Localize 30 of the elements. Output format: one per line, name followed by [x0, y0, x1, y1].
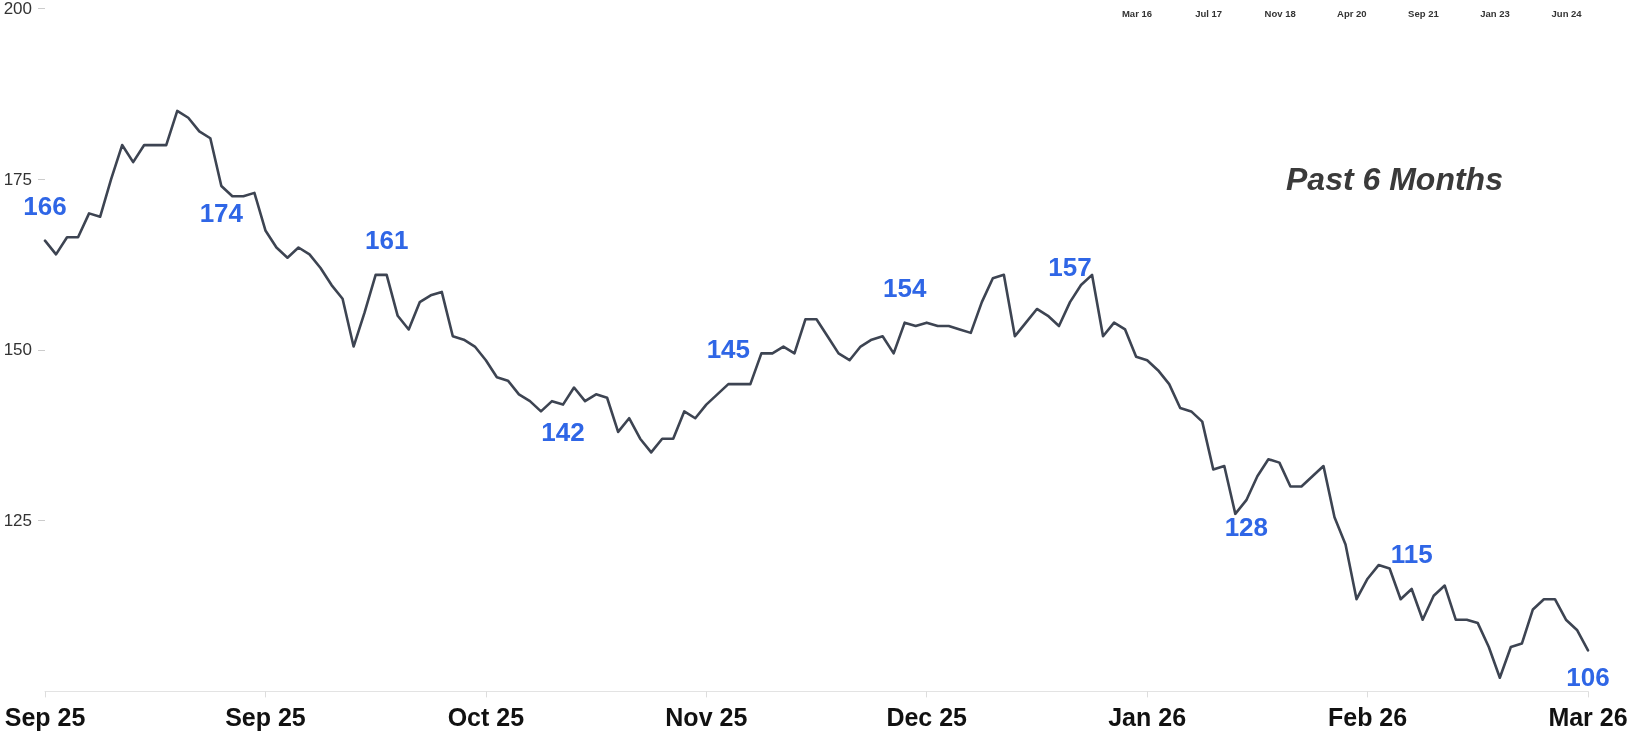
- annotation: Mar 16: [1121, 7, 1153, 19]
- x-tick-label: Nov 25: [665, 702, 748, 731]
- y-tick-label: 175: [3, 169, 32, 189]
- text: Past 6 Months: [1286, 161, 1503, 197]
- x-tick-label: Jan 26: [1108, 702, 1187, 731]
- annotation: Jan 23: [1480, 7, 1510, 19]
- x-tick-label: Sep 25: [225, 702, 306, 731]
- data-label: 142: [541, 416, 585, 447]
- y-tick-label: 150: [3, 340, 32, 360]
- x-tick-label: Dec 25: [886, 702, 968, 731]
- annotation: Jul 17: [1195, 7, 1223, 19]
- x-tick-label: Mar 26: [1548, 702, 1628, 731]
- annotation: Sep 21: [1408, 7, 1440, 19]
- y-tick-label: 200: [3, 0, 32, 18]
- annotation: Apr 20: [1337, 7, 1367, 19]
- data-label: 115: [1390, 538, 1433, 569]
- data-label: 174: [199, 198, 244, 229]
- annotation: Jun 24: [1551, 7, 1583, 19]
- data-label: 106: [1566, 662, 1610, 693]
- data-label: 157: [1048, 252, 1092, 283]
- data-label: 145: [706, 334, 751, 365]
- data-label: 154: [882, 272, 927, 303]
- y-tick-label: 125: [3, 511, 32, 531]
- data-label: 166: [23, 190, 67, 221]
- x-tick-label: Feb 26: [1327, 702, 1408, 731]
- data-label: 128: [1224, 512, 1269, 543]
- x-tick-label: Oct 25: [447, 702, 525, 731]
- annotation: Nov 18: [1264, 7, 1296, 19]
- data-label: 161: [364, 224, 409, 255]
- x-tick-label: Sep 25: [4, 702, 86, 731]
